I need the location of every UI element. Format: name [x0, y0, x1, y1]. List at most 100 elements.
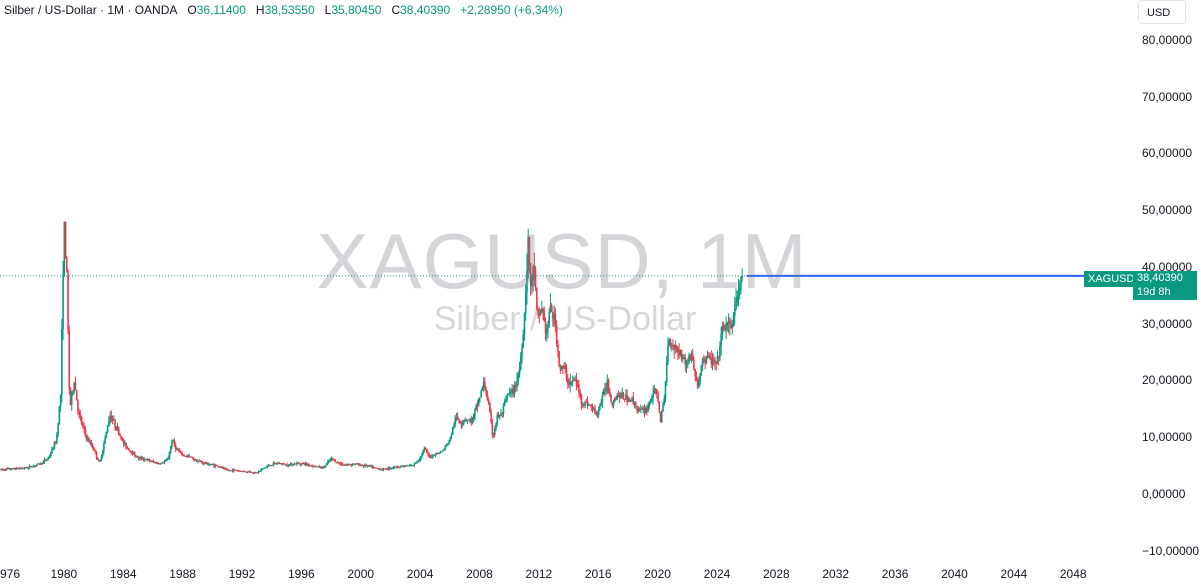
- candle-body: [502, 405, 505, 414]
- candle-body: [489, 403, 491, 413]
- candle-body: [127, 447, 130, 451]
- candle-body: [5, 468, 7, 471]
- candle-body: [46, 458, 48, 460]
- candle-body: [536, 288, 538, 309]
- candle-body: [500, 413, 502, 415]
- candle-body: [12, 468, 15, 470]
- candle-body: [571, 380, 574, 382]
- candle-body: [471, 418, 474, 423]
- candle-body: [451, 427, 454, 435]
- legend-close-value: 38,40390: [400, 3, 451, 17]
- candle-body: [469, 419, 471, 421]
- candle-body: [229, 470, 231, 472]
- currency-button[interactable]: USD: [1138, 0, 1186, 24]
- candle-body: [519, 356, 522, 370]
- candle-body: [73, 382, 76, 392]
- candle-body: [162, 462, 165, 464]
- candle-body: [94, 450, 97, 452]
- candle-body: [575, 379, 578, 385]
- candle-body: [93, 448, 95, 451]
- candle-body: [717, 356, 720, 358]
- candle-body: [623, 399, 626, 401]
- candle-body: [407, 465, 410, 467]
- candle-body: [641, 409, 643, 411]
- candle-body: [287, 465, 290, 467]
- candle-body: [464, 419, 466, 421]
- candle-body: [313, 465, 315, 467]
- candle-body: [307, 464, 309, 466]
- candle-body: [251, 472, 254, 474]
- candle-body: [448, 441, 450, 444]
- candle-body: [77, 400, 79, 411]
- candle-body: [714, 360, 716, 363]
- candle-body: [351, 463, 354, 466]
- candle-body: [711, 359, 714, 365]
- candle-body: [412, 465, 414, 467]
- candle-body: [268, 465, 271, 467]
- candle-body: [626, 394, 628, 402]
- candle-body: [580, 394, 583, 405]
- candle-body: [378, 468, 381, 470]
- candle-body: [160, 463, 162, 465]
- candle-body: [303, 463, 306, 465]
- candle-body: [121, 439, 124, 441]
- candle-body: [460, 423, 463, 425]
- candle-body: [635, 402, 637, 407]
- candle-body: [141, 457, 144, 460]
- candle-body: [470, 419, 473, 423]
- price-axis-label: 50,00000: [1142, 203, 1193, 218]
- candle-body: [675, 345, 678, 349]
- candle-body: [512, 388, 515, 394]
- candle-body: [299, 463, 302, 465]
- candle-body: [148, 459, 151, 462]
- time-axis-label: 2008: [466, 567, 493, 581]
- candle-body: [109, 415, 111, 422]
- candle-body: [607, 379, 610, 392]
- candle-body: [524, 292, 527, 314]
- candle-body: [197, 461, 199, 463]
- candle-body: [372, 467, 375, 469]
- candle-body: [35, 464, 37, 467]
- candle-body: [364, 464, 366, 467]
- candle-body: [531, 280, 533, 287]
- candle-body: [278, 463, 281, 465]
- candle-body: [555, 325, 558, 344]
- candle-body: [312, 465, 314, 467]
- candle-body: [695, 376, 698, 380]
- candle-body: [544, 321, 547, 334]
- candle-body: [258, 470, 261, 472]
- candle-body: [474, 408, 476, 414]
- candle-body: [315, 466, 318, 468]
- candle-body: [658, 401, 661, 413]
- candle-body: [105, 431, 108, 438]
- candle-body: [395, 466, 397, 468]
- candle-body: [647, 406, 649, 411]
- candle-body: [699, 373, 701, 383]
- candle-body: [549, 304, 552, 313]
- candle-body: [583, 404, 585, 406]
- candle-body: [408, 465, 411, 467]
- candle-body: [305, 463, 308, 465]
- candle-body: [568, 383, 570, 385]
- price-axis-label: 10,00000: [1142, 430, 1193, 445]
- candle-body: [433, 454, 435, 456]
- candle-body: [9, 468, 11, 470]
- candle-body: [677, 348, 679, 353]
- candle-body: [72, 391, 74, 393]
- candle-body: [223, 468, 225, 470]
- candle-body: [171, 442, 173, 447]
- candle-body: [585, 401, 588, 403]
- candle-body: [181, 451, 183, 456]
- candle-body: [565, 369, 568, 380]
- candle-body: [404, 465, 407, 467]
- candle-body: [325, 463, 328, 466]
- candle-body: [298, 463, 301, 465]
- price-chart-plot[interactable]: [0, 0, 1140, 562]
- candle-body: [550, 304, 553, 312]
- candle-body: [213, 464, 215, 467]
- candle-body: [609, 391, 611, 395]
- candle-body: [648, 401, 651, 407]
- candle-body: [21, 468, 24, 470]
- candle-body: [117, 427, 120, 435]
- candle-body: [163, 461, 166, 463]
